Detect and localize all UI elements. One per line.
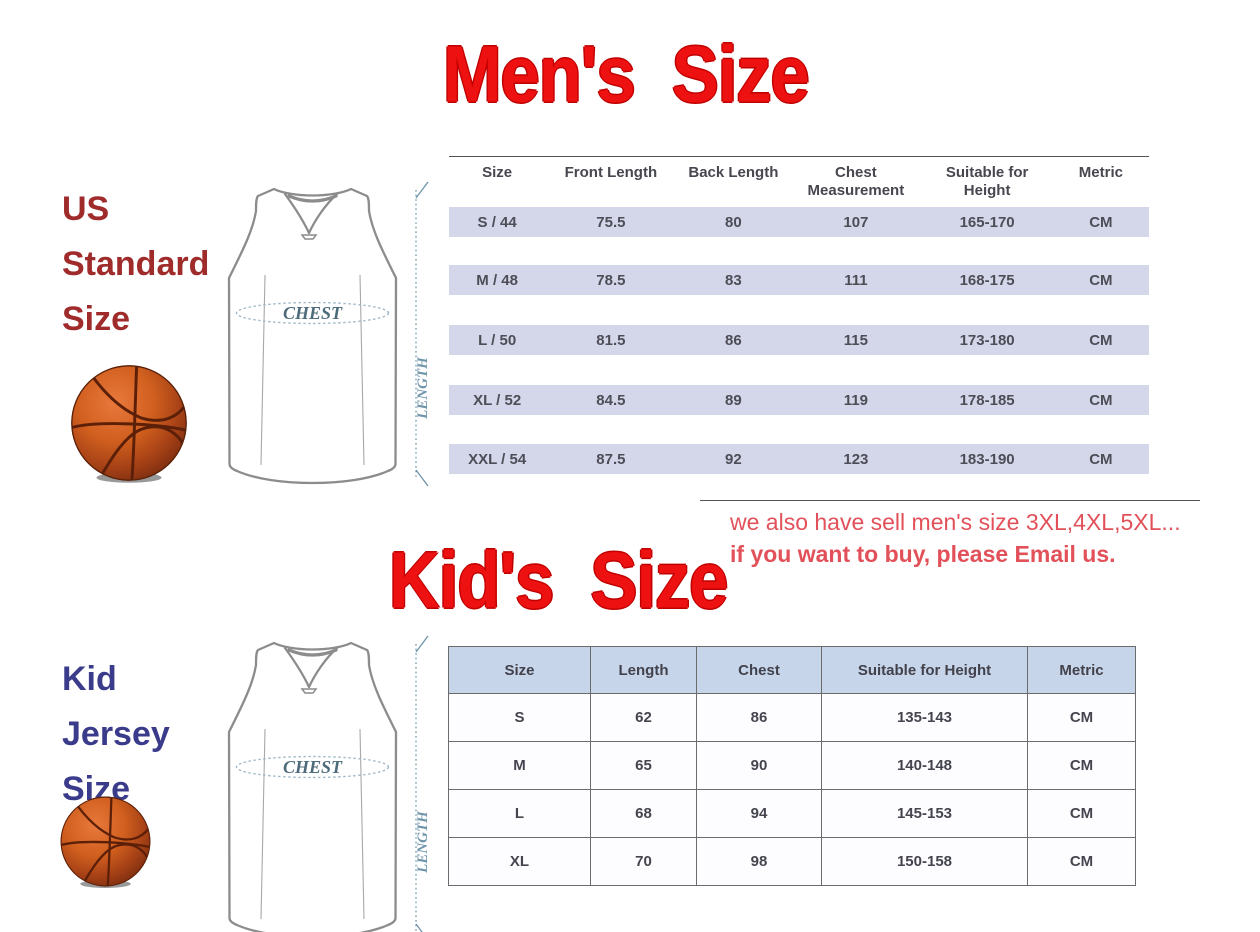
- svg-text:LENGTH: LENGTH: [415, 356, 431, 420]
- svg-text:LENGTH: LENGTH: [415, 810, 431, 874]
- svg-text:CHEST: CHEST: [283, 757, 343, 777]
- svg-text:CHEST: CHEST: [283, 303, 343, 323]
